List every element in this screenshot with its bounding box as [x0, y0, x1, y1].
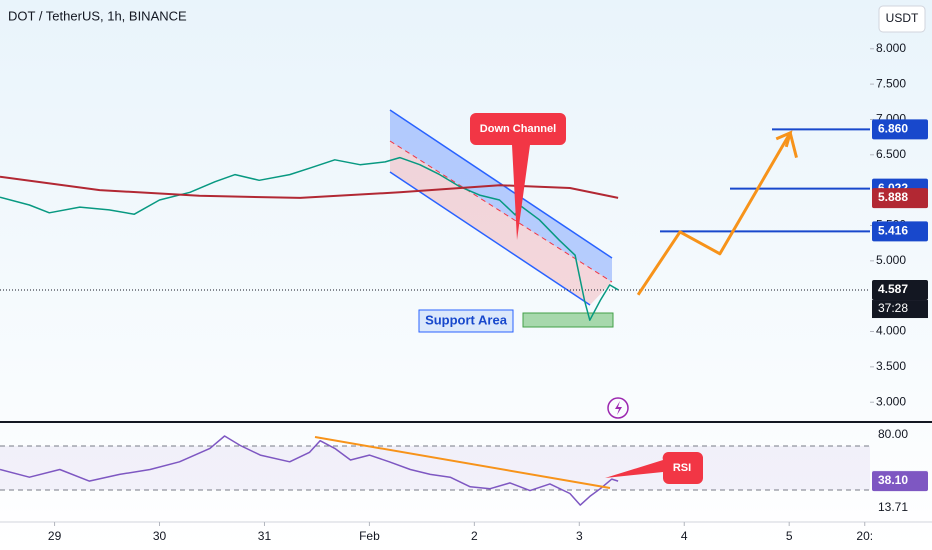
unit-button[interactable] — [878, 5, 926, 33]
x-tick-label: 2 — [471, 529, 478, 543]
support-label: Support Area — [425, 312, 508, 327]
series-line — [0, 156, 619, 321]
support-label-box — [418, 309, 514, 333]
y-tick-label: 4.000 — [876, 324, 906, 338]
price-badge — [872, 119, 928, 140]
y-tick-label: 80.00 — [878, 427, 908, 441]
channel-lower — [390, 141, 612, 305]
callout-text: Down Channel — [480, 123, 556, 135]
event-icon — [607, 397, 629, 419]
price-badge-label: 4.587 — [878, 282, 908, 296]
channel-upper — [390, 110, 612, 282]
callout — [470, 113, 566, 240]
x-tick-label: Feb — [359, 529, 380, 543]
series-line — [636, 131, 798, 296]
rsi-band — [0, 445, 870, 490]
unit-label[interactable]: USDT — [886, 11, 919, 25]
y-tick-label: 5.000 — [876, 253, 906, 267]
x-tick-label: 20: — [856, 529, 873, 543]
x-tick-label: 29 — [48, 529, 62, 543]
callout — [605, 451, 703, 484]
x-tick-label: 5 — [786, 529, 793, 543]
x-tick-label: 4 — [681, 529, 688, 543]
callout-text: RSI — [673, 462, 691, 474]
price-badge — [872, 188, 928, 209]
x-tick-label: 30 — [153, 529, 167, 543]
y-tick-label: 8.000 — [876, 41, 906, 55]
channel-mid — [389, 140, 613, 283]
countdown: 37:28 — [878, 301, 908, 315]
y-tick-label: 3.500 — [876, 359, 906, 373]
x-tick-label: 31 — [258, 529, 272, 543]
y-tick-label: 13.71 — [878, 500, 908, 514]
channel-line — [389, 171, 591, 306]
channel-line — [389, 109, 613, 259]
price-badge — [872, 221, 928, 242]
price-badge-label: 5.888 — [878, 190, 908, 204]
countdown-bg — [872, 300, 928, 319]
price-badge-label: 38.10 — [878, 473, 908, 487]
y-tick-label: 7.500 — [876, 76, 906, 90]
support-zone — [522, 312, 614, 328]
price-badge — [872, 471, 928, 492]
y-tick-label: 3.000 — [876, 394, 906, 408]
plot — [0, 128, 870, 506]
series-line — [0, 435, 619, 506]
y-tick-label: 6.500 — [876, 147, 906, 161]
price-badge-label: 5.416 — [878, 224, 908, 238]
rsi-trendline — [314, 436, 611, 489]
price-badge — [872, 280, 928, 301]
projection-arrowhead — [775, 130, 793, 148]
price-axis: 3.0003.5004.0005.0005.5006.5007.0007.500… — [48, 41, 928, 543]
price-badge-label: 6.860 — [878, 122, 908, 136]
series-line — [0, 175, 619, 199]
chart-title: DOT / TetherUS, 1h, BINANCE — [8, 8, 187, 23]
event-icon — [615, 401, 622, 415]
x-tick-label: 3 — [576, 529, 583, 543]
